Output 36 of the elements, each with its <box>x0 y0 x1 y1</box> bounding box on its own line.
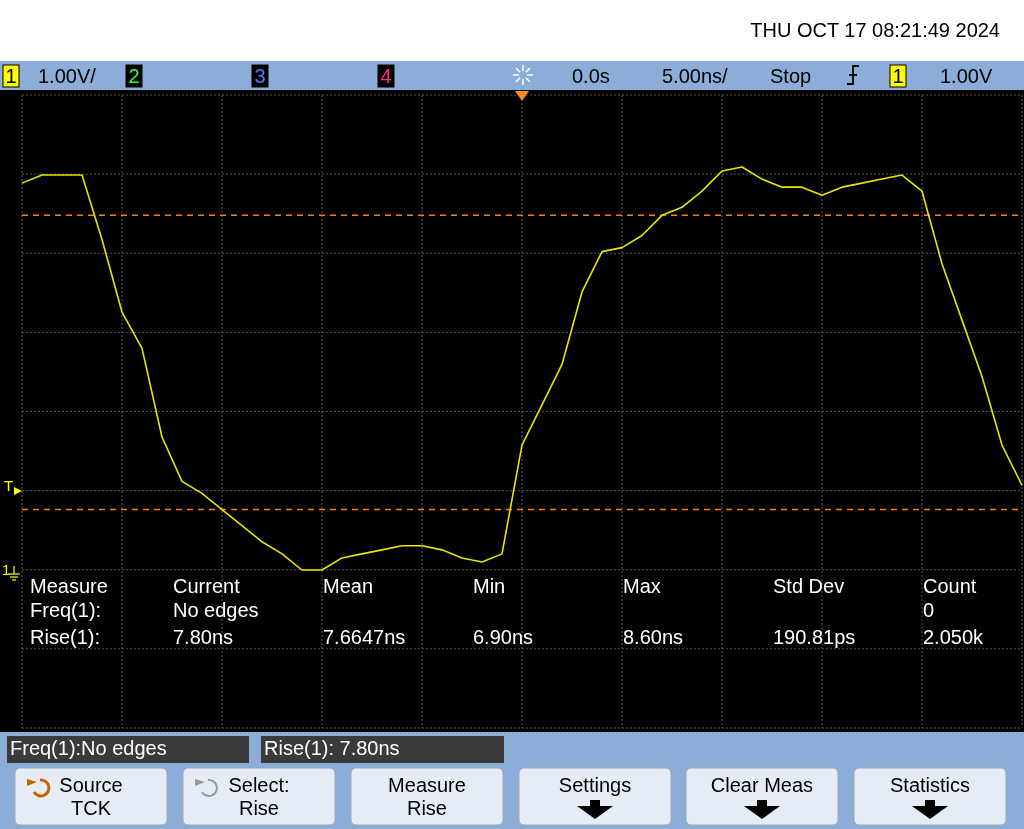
text: 190.81ps <box>773 626 856 648</box>
text: 0 <box>923 599 935 621</box>
text: Rise(1): 7.80ns <box>264 737 400 759</box>
text: 5.00ns/ <box>662 65 729 87</box>
text: Clear Meas <box>710 774 814 796</box>
text: 6.90ns <box>473 626 534 648</box>
text: Source <box>59 774 123 796</box>
text: 0.0s <box>572 65 610 87</box>
text: 1.00V <box>940 65 993 87</box>
text: Mean <box>323 575 374 597</box>
text: 1 <box>2 561 11 578</box>
text: Freq(1):No edges <box>10 737 167 759</box>
text: Max <box>623 575 661 597</box>
text: Rise <box>238 797 280 819</box>
text: Settings <box>558 774 632 796</box>
text: 7.80ns <box>173 626 234 648</box>
text: Rise(1): <box>30 626 101 648</box>
text: 7.6647ns <box>323 626 406 648</box>
text: TCK <box>71 797 112 819</box>
text: 1.00V/ <box>38 65 97 87</box>
text: T <box>4 477 14 494</box>
text: Freq(1): <box>30 599 102 621</box>
text: No edges <box>173 599 259 621</box>
text: Measure <box>388 774 466 796</box>
text: Std Dev <box>773 575 845 597</box>
text: Select: <box>228 774 290 796</box>
chart-title: THU OCT 17 08:21:49 2024 <box>750 19 1000 41</box>
text: Count <box>923 575 977 597</box>
text: 2.050k <box>923 626 985 648</box>
text: 8.60ns <box>623 626 684 648</box>
text: Current <box>173 575 241 597</box>
text: Measure <box>30 575 108 597</box>
text: Statistics <box>889 774 971 796</box>
text: Rise <box>406 797 448 819</box>
text: Stop <box>770 65 812 87</box>
text: Min <box>473 575 506 597</box>
